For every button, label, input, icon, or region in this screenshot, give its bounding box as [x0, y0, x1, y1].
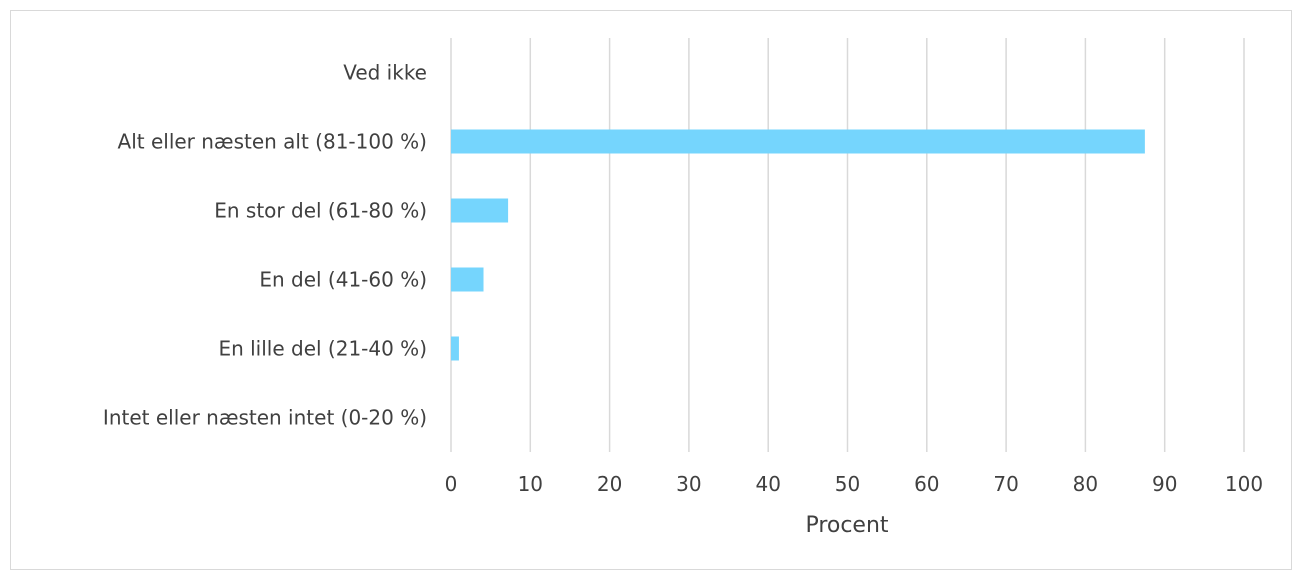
x-tick-label: 0	[445, 472, 458, 496]
x-tick-label: 80	[1073, 472, 1098, 496]
chart-frame	[10, 10, 1292, 570]
gridlines	[450, 38, 1245, 452]
x-axis-title: Procent	[805, 513, 888, 538]
bar	[451, 129, 1145, 154]
x-tick-label: 40	[755, 472, 780, 496]
x-tick-labels: 0 10 20 30 40 50 60 70 80 90 100	[445, 472, 1263, 496]
bars	[451, 129, 1145, 361]
x-tick-label: 30	[676, 472, 701, 496]
x-tick-label: 50	[835, 472, 860, 496]
category-label: En del (41-60 %)	[259, 268, 427, 292]
category-label: Ved ikke	[343, 61, 427, 85]
category-label: Alt eller næsten alt (81-100 %)	[118, 130, 427, 154]
x-tick-label: 20	[597, 472, 622, 496]
x-tick-label: 100	[1225, 472, 1263, 496]
bar	[451, 198, 509, 223]
x-tick-label: 60	[914, 472, 939, 496]
bar	[451, 336, 459, 361]
x-tick-label: 70	[993, 472, 1018, 496]
category-labels: Ved ikke Alt eller næsten alt (81-100 %) E…	[103, 61, 427, 430]
category-label: Intet eller næsten intet (0-20 %)	[103, 406, 427, 430]
x-tick-label: 90	[1152, 472, 1177, 496]
x-tick-label: 10	[518, 472, 543, 496]
category-label: En stor del (61-80 %)	[214, 199, 427, 223]
bar	[451, 267, 484, 292]
category-label: En lille del (21-40 %)	[218, 337, 427, 361]
